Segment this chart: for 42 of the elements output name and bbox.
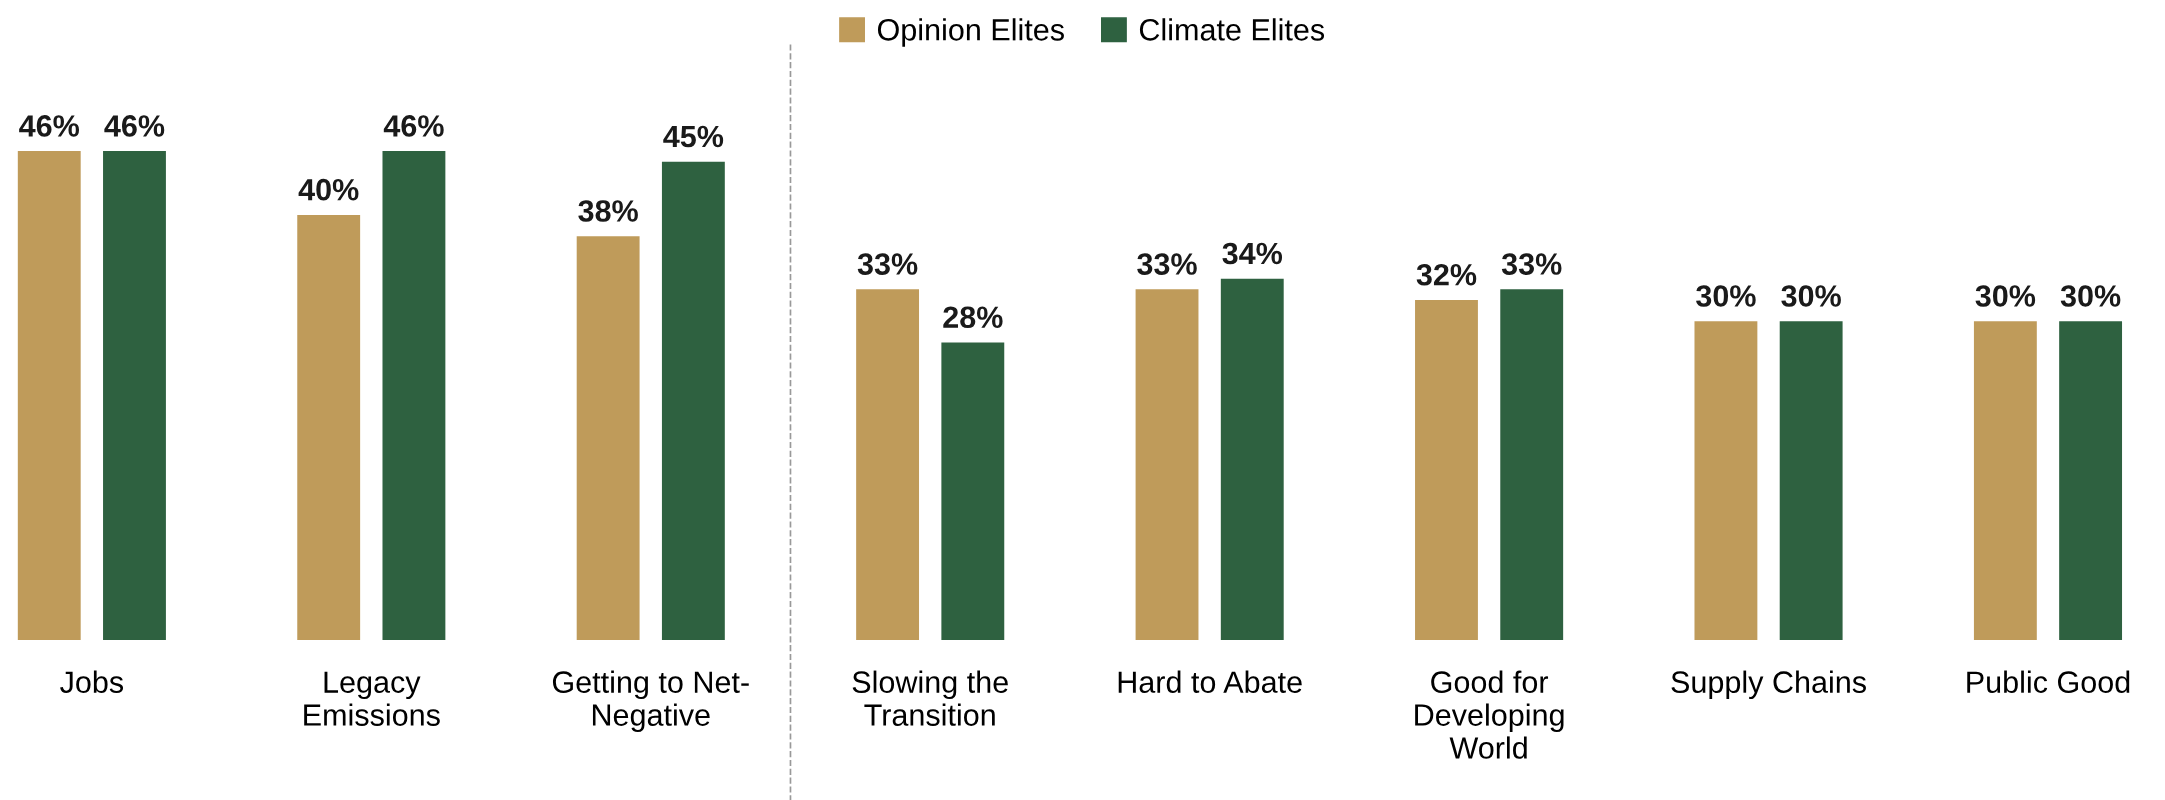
data-label: 32% <box>1416 263 1477 286</box>
bar <box>1135 289 1199 640</box>
data-label: 46% <box>104 115 165 137</box>
bar <box>1779 321 1843 640</box>
data-label: 30% <box>1975 285 2036 307</box>
data-label: 30% <box>1781 285 1841 307</box>
bar <box>382 151 446 640</box>
data-label: 38% <box>578 200 638 222</box>
bar <box>1220 278 1284 640</box>
data-label: 46% <box>383 115 444 137</box>
bar <box>297 214 361 640</box>
data-label: 40% <box>298 178 359 201</box>
x-tick-label: Supply Chains <box>1671 670 1866 700</box>
bar <box>576 236 640 640</box>
bar <box>1500 289 1564 640</box>
bar <box>856 289 920 640</box>
data-label: 30% <box>2060 285 2121 307</box>
x-tick-label: Jobs <box>60 670 124 693</box>
legend-label: Climate Elites <box>1139 18 1325 41</box>
x-tick-label: Public Good <box>1967 670 2130 693</box>
x-tick-label: Legacy Emissions <box>304 671 440 726</box>
data-label: 46% <box>19 115 80 137</box>
bar <box>1973 321 2037 640</box>
bar <box>661 161 725 640</box>
data-label: 45% <box>663 125 724 148</box>
bar <box>103 151 166 640</box>
data-label: 33% <box>1501 253 1562 275</box>
bar <box>17 151 81 640</box>
data-label: 30% <box>1696 285 1756 307</box>
x-tick-label: Slowing the Transition <box>852 670 1008 726</box>
bar <box>941 342 1005 640</box>
bar <box>2059 321 2123 640</box>
x-tick-label: Hard to Abate <box>1118 670 1302 693</box>
data-label: 33% <box>1137 253 1197 275</box>
x-tick-label: Getting to Net- Negative <box>552 670 749 732</box>
bar <box>1415 299 1478 640</box>
bar <box>1694 321 1758 640</box>
x-tick-label: Good for Developing World <box>1415 670 1564 759</box>
data-label: 34% <box>1222 242 1283 265</box>
data-label: 33% <box>857 253 918 275</box>
legend-label: Opinion Elites <box>877 18 1064 47</box>
data-label: 28% <box>943 306 1003 329</box>
